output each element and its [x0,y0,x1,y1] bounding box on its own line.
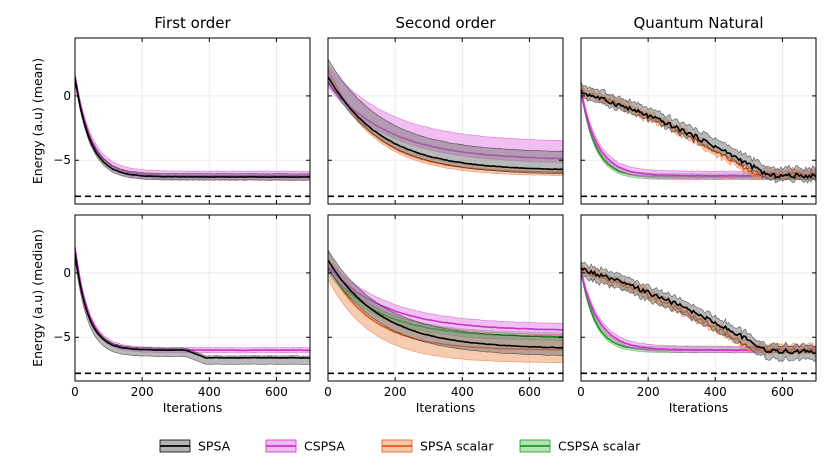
x-tick-label: 600 [265,385,288,399]
legend: SPSA CSPSA SPSA scalar CSPSA scalar [159,439,641,454]
x-axis-label: Iterations [669,400,729,415]
x-tick-label: 600 [518,385,541,399]
band-spsa [75,74,310,181]
band-spsa [328,58,563,175]
legend-item-cspsa_scalar: CSPSA scalar [519,439,641,454]
y-tick-label: −5 [53,153,71,167]
plot-area [75,244,310,365]
plot-area [328,58,563,176]
x-tick-label: 0 [71,385,79,399]
plot-area [581,81,816,184]
legend-label: CSPSA scalar [558,439,641,454]
band-spsa [75,250,310,365]
band-spsa [328,249,563,356]
axes-frame [327,214,564,382]
series-line-spsa [75,77,310,179]
x-tick-label: 600 [771,385,794,399]
y-tick-label: 0 [63,266,71,280]
legend-item-spsa: SPSA [159,439,231,454]
series-line-spsa [581,89,816,180]
legend-label: SPSA scalar [420,439,494,454]
axes-frame [580,37,817,205]
y-tick-label: 0 [63,89,71,103]
panel-r0-c0: 0 −5 First order Energy (a.u) (mean) [30,14,311,205]
plot-area [581,260,816,363]
x-tick-label: 400 [704,385,727,399]
band-spsa [581,81,816,184]
band-cspsa [581,87,816,180]
series-line-spsa [328,76,563,171]
panels-layer: 0 −5 First order Energy (a.u) (mean) Second … [30,14,817,415]
series-line-spsa [581,266,816,355]
axes-frame [580,214,817,382]
y-axis-label: Energy (a.u) (median) [30,229,45,367]
panel-r1-c2: 0 200 400 600 Iterations [577,214,817,415]
x-tick-label: 0 [324,385,332,399]
legend-label: SPSA [198,439,231,454]
panel-r1-c1: 0 200 400 600 Iterations [324,214,564,415]
series-line-spsa [328,259,563,349]
x-tick-label: 400 [198,385,221,399]
panel-r1-c0: 0 200 400 600 0 −5 Energy (a.u) (median) Iterat… [30,214,311,415]
axes-frame [327,37,564,205]
x-axis-label: Iterations [163,400,223,415]
x-tick-label: 200 [637,385,660,399]
series-line-spsa [75,252,310,359]
legend-label: CSPSA [304,439,345,454]
plot-area [75,72,310,181]
panel-title: First order [154,14,231,32]
series-line-cspsa [75,246,310,352]
x-tick-label: 0 [577,385,585,399]
x-tick-label: 200 [131,385,154,399]
band-cspsa [581,268,816,354]
band-spsa [581,260,816,363]
panel-title: Quantum Natural [633,14,763,32]
legend-item-cspsa: CSPSA [265,439,345,454]
x-tick-label: 200 [384,385,407,399]
panel-r0-c1: Second order [327,14,564,205]
band-cspsa [75,244,310,354]
axes-frame [74,37,311,205]
y-axis-label: Energy (a.u) (mean) [30,58,45,184]
panel-title: Second order [396,14,497,32]
plot-area [328,249,563,364]
y-tick-label: −5 [53,330,71,344]
legend-item-spsa_scalar: SPSA scalar [381,439,494,454]
panel-r0-c2: Quantum Natural [580,14,817,205]
x-axis-label: Iterations [416,400,476,415]
x-tick-label: 400 [451,385,474,399]
axes-frame [74,214,311,382]
